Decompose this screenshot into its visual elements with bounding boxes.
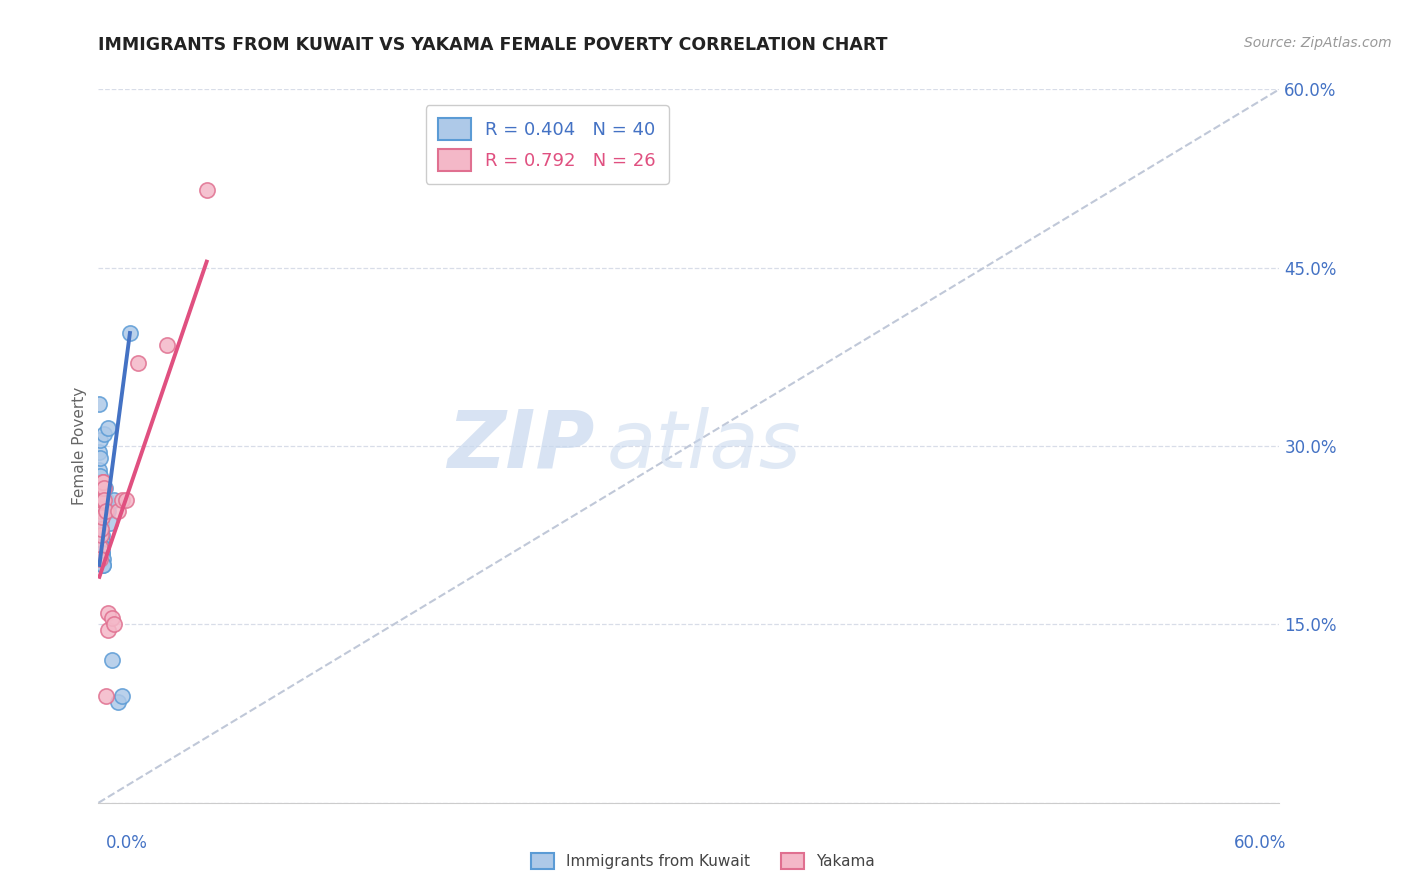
Point (90, 534, 112, 549)
Text: 60.0%: 60.0% (1234, 834, 1286, 852)
Point (93, 492, 115, 507)
Point (90, 522, 112, 536)
Point (96, 504, 118, 518)
Point (91, 475, 114, 489)
Point (90, 499, 112, 513)
Point (90, 516, 112, 531)
Point (90, 492, 112, 507)
Point (195, 183, 218, 197)
Point (91, 552, 114, 566)
Point (91, 558, 114, 572)
Point (94, 481, 117, 495)
Point (90, 516, 112, 531)
Point (91, 546, 114, 560)
Point (101, 653, 124, 667)
Point (107, 504, 129, 518)
Point (115, 492, 138, 507)
Point (93, 481, 115, 495)
Point (97, 421, 120, 435)
Point (90, 504, 112, 518)
Point (91, 486, 114, 500)
Point (90, 510, 112, 524)
Point (127, 356, 149, 370)
Point (89, 463, 111, 477)
Point (90, 510, 112, 524)
Point (103, 617, 125, 632)
Point (156, 338, 179, 352)
Point (96, 689, 118, 703)
Point (89, 540, 111, 554)
Text: atlas: atlas (606, 407, 801, 485)
Point (96, 492, 118, 507)
Point (90, 528, 112, 542)
Point (89, 397, 111, 411)
Point (101, 611, 124, 625)
Text: 0.0%: 0.0% (105, 834, 148, 852)
Point (89, 481, 111, 495)
Point (118, 326, 141, 340)
Point (89, 475, 111, 489)
Legend: R = 0.404   N = 40, R = 0.792   N = 26: R = 0.404 N = 40, R = 0.792 N = 26 (426, 105, 669, 184)
Point (89, 486, 111, 500)
Point (97, 606, 120, 620)
Point (91, 552, 114, 566)
Text: IMMIGRANTS FROM KUWAIT VS YAKAMA FEMALE POVERTY CORRELATION CHART: IMMIGRANTS FROM KUWAIT VS YAKAMA FEMALE … (98, 36, 889, 54)
Point (91, 492, 114, 507)
Point (97, 624, 120, 638)
Point (93, 427, 115, 442)
Point (90, 504, 112, 518)
Point (89, 450, 111, 465)
Point (91, 558, 114, 572)
Point (96, 504, 118, 518)
Point (103, 492, 125, 507)
Point (111, 492, 134, 507)
Point (89, 468, 111, 483)
Point (97, 504, 120, 518)
Point (90, 534, 112, 549)
Text: ZIP: ZIP (447, 407, 595, 485)
Y-axis label: Female Poverty: Female Poverty (72, 387, 87, 505)
Point (90, 528, 112, 542)
Point (98, 516, 121, 531)
Point (91, 546, 114, 560)
Point (91, 481, 114, 495)
Point (111, 689, 134, 703)
Point (107, 695, 129, 709)
Point (89, 481, 111, 495)
Point (90, 540, 112, 554)
Point (90, 492, 112, 507)
Text: Source: ZipAtlas.com: Source: ZipAtlas.com (1244, 36, 1392, 50)
Point (91, 540, 114, 554)
Point (89, 552, 111, 566)
Point (90, 522, 112, 536)
Point (93, 475, 115, 489)
Point (89, 433, 111, 447)
Legend: Immigrants from Kuwait, Yakama: Immigrants from Kuwait, Yakama (524, 847, 882, 875)
Point (89, 445, 111, 459)
